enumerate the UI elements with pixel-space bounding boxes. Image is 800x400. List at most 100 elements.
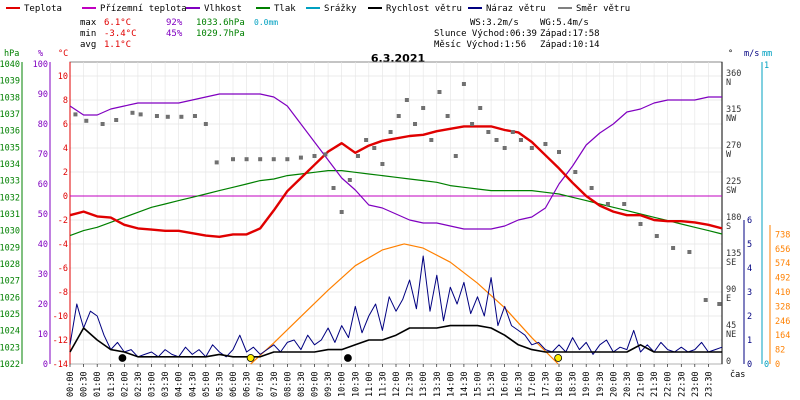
axis-unit-hpa: hPa — [4, 49, 19, 59]
solar-tick-label: 656 — [775, 245, 790, 255]
wind-direction-point — [605, 202, 610, 206]
wind-direction-point — [478, 106, 483, 110]
x-tick-label: 20:00 — [609, 371, 619, 397]
wind-direction-point — [687, 250, 692, 254]
wind-direction-point — [717, 302, 722, 306]
wind-direction-point — [100, 122, 105, 126]
wind-direction-point — [84, 118, 89, 123]
data-series — [69, 82, 723, 365]
wind-direction-point — [703, 298, 708, 302]
x-tick-label: 03:30 — [161, 371, 171, 397]
pressure-tick-label: 1037 — [0, 110, 20, 120]
wind-direction-point — [437, 90, 442, 94]
legend-label-prizemni-teplota: Přízemní teplota — [100, 4, 187, 14]
x-tick-label: 14:30 — [460, 371, 470, 397]
x-tick-label: 12:30 — [406, 371, 416, 397]
stats-sunset: Západ:17:58 — [540, 29, 600, 39]
wind-direction-point — [312, 154, 317, 158]
legend-label-teplota: Teplota — [24, 4, 62, 14]
wind-direction-point — [543, 142, 548, 146]
wind-direction-point — [494, 138, 499, 142]
wind-direction-point — [372, 146, 377, 150]
humidity-tick-label: 20 — [38, 300, 48, 310]
legend-item-vlhkost: Vlhkost — [186, 4, 242, 14]
wind-direction-point — [203, 122, 208, 126]
legend-item-rychlost-vetru: Rychlost větru — [368, 4, 462, 14]
x-tick-label: 09:30 — [324, 371, 334, 397]
temperature-line — [69, 125, 723, 239]
direction-tick-degrees: 270 — [726, 141, 741, 151]
x-tick-label: 21:30 — [650, 371, 660, 397]
axis-unit-ms: m/s — [744, 49, 759, 59]
stats-max-hum: 92% — [166, 18, 183, 28]
pressure-tick-label: 1034 — [0, 160, 20, 170]
legend-label-smer-vetru: Směr větru — [576, 4, 630, 14]
x-tick-label: 19:00 — [582, 371, 592, 397]
humidity-tick-label: 30 — [38, 270, 48, 280]
stats-min-hum: 45% — [166, 29, 183, 39]
temperature-tick-label: -4 — [58, 240, 68, 250]
solar-tick-label: 738 — [775, 230, 790, 240]
x-tick-label: 07:30 — [270, 371, 280, 397]
legend-item-srazky: Srážky — [306, 4, 357, 14]
x-tick-label: 04:30 — [188, 371, 198, 397]
humidity-tick-label: 70 — [38, 150, 48, 160]
humidity-tick-label: 90 — [38, 90, 48, 100]
wind-direction-point — [510, 130, 515, 134]
pressure-tick-label: 1032 — [0, 193, 20, 203]
stats-avg-label: avg — [80, 40, 96, 50]
temperature-tick-label: -2 — [58, 216, 68, 226]
temperature-tick-label: 8 — [63, 96, 68, 106]
x-tick-label: 11:00 — [365, 371, 375, 397]
wind-direction-point — [396, 114, 401, 118]
direction-tick-degrees: 135 — [726, 249, 741, 259]
x-tick-label: 10:30 — [351, 371, 361, 397]
temperature-tick-label: 0 — [63, 192, 68, 202]
x-tick-label: 02:00 — [120, 371, 130, 397]
wind-direction-point — [388, 130, 393, 134]
solar-tick-label: 164 — [775, 331, 790, 341]
x-tick-label: 10:00 — [338, 371, 348, 397]
legend-label-tlak: Tlak — [274, 4, 296, 14]
humidity-tick-label: 50 — [38, 210, 48, 220]
wind-direction-point — [557, 150, 561, 154]
x-tick-label: 02:30 — [134, 371, 144, 397]
x-tick-label: 22:00 — [664, 371, 674, 397]
direction-tick-label: N — [726, 78, 731, 88]
rain-tick-label: 1 — [764, 61, 769, 71]
stats-moonrise: Měsíc Východ:1:56 — [434, 40, 526, 50]
pressure-tick-label: 1028 — [0, 260, 20, 270]
x-tick-label: 05:00 — [202, 371, 212, 397]
direction-tick-label: W — [726, 150, 732, 160]
wind-tick-label: 3 — [747, 288, 752, 298]
wind-direction-point — [486, 130, 491, 134]
wind-direction-point — [347, 178, 352, 182]
x-tick-label: 14:00 — [446, 371, 456, 397]
legend-label-naraz-vetru: Náraz větru — [486, 4, 546, 14]
humidity-tick-label: 40 — [38, 240, 48, 250]
temperature-tick-label: -8 — [58, 288, 68, 298]
x-tick-label: 04:00 — [175, 371, 185, 397]
wind-direction-point — [285, 157, 290, 162]
wind-direction-point — [73, 112, 78, 117]
wind-direction-point — [244, 157, 249, 162]
temperature-tick-label: 4 — [63, 144, 68, 154]
wind-direction-point — [364, 138, 369, 142]
wind-direction-point — [114, 118, 119, 122]
wind-direction-point — [271, 157, 276, 162]
wind-direction-point — [453, 154, 458, 158]
x-tick-label: 18:00 — [555, 371, 565, 397]
x-tick-label: 05:30 — [215, 371, 225, 397]
pressure-tick-label: 1026 — [0, 293, 20, 303]
wind-tick-label: 5 — [747, 240, 752, 250]
wind-tick-label: 2 — [747, 312, 752, 322]
stats-min-press: 1029.7hPa — [196, 29, 245, 39]
wind-direction-point — [380, 162, 385, 166]
humidity-tick-label: 10 — [38, 330, 48, 340]
solar-tick-label: 82 — [775, 346, 785, 356]
wind-tick-label: 0 — [747, 360, 752, 370]
direction-tick-label: S — [726, 222, 731, 232]
legend-label-vlhkost: Vlhkost — [204, 4, 242, 14]
wind-direction-point — [298, 155, 303, 160]
